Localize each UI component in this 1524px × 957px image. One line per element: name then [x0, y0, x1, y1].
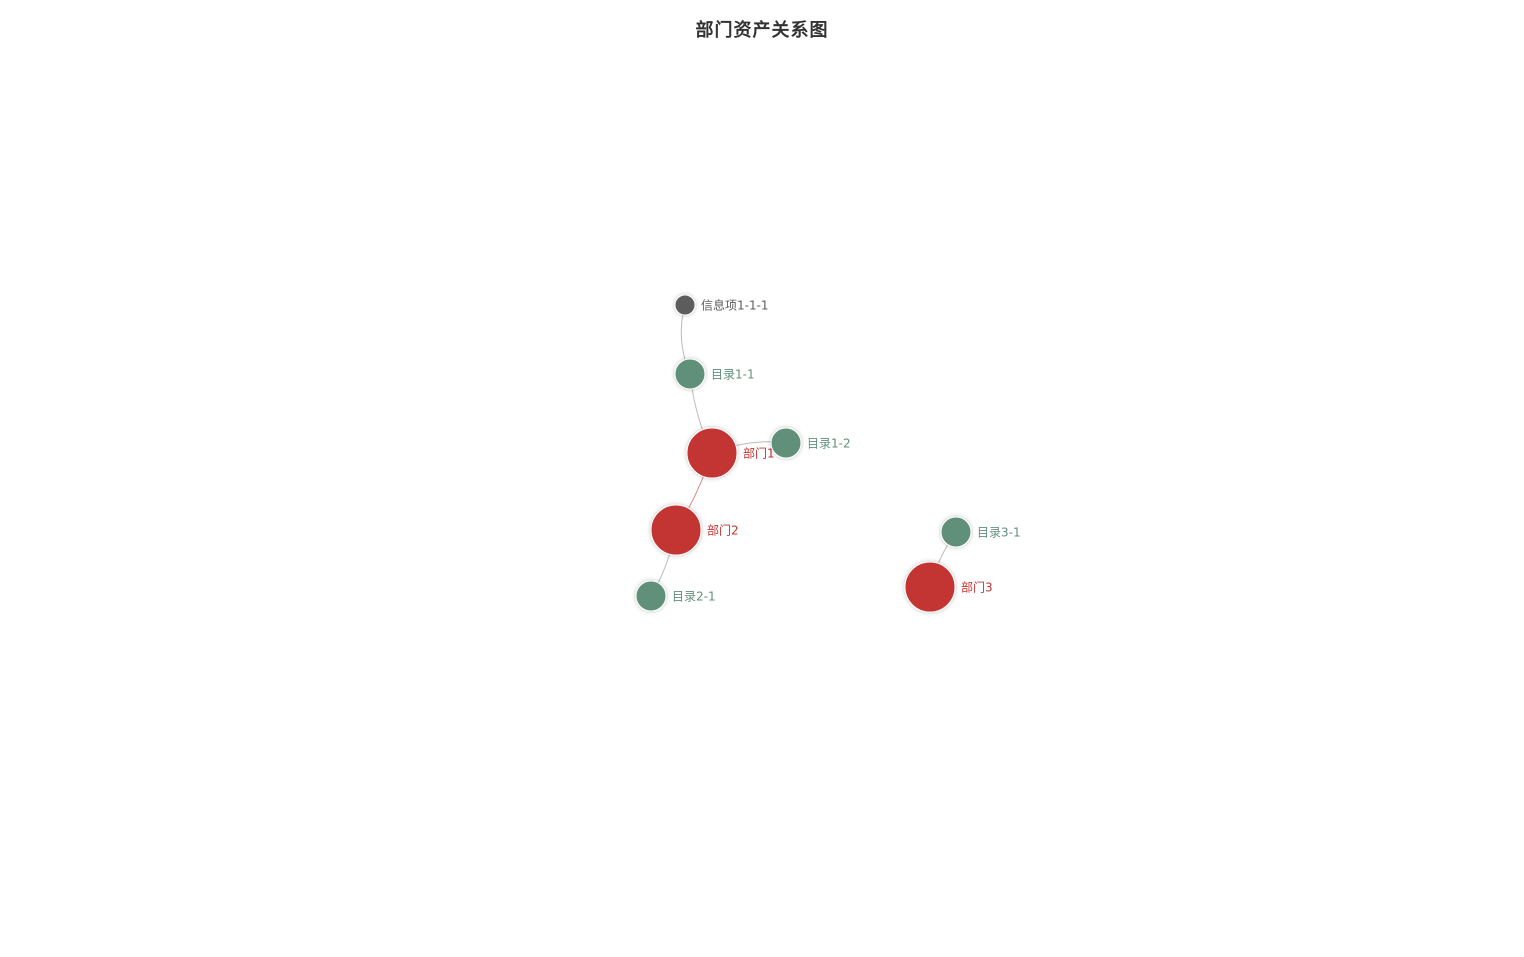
node-label-cat-3-1: 目录3-1	[977, 526, 1021, 540]
node-label-dept-3: 部门3	[961, 580, 993, 595]
node-circle-dept-1[interactable]	[686, 427, 738, 479]
chart-title: 部门资产关系图	[695, 20, 829, 41]
node-label-info-1-1-1: 信息项1-1-1	[701, 298, 769, 313]
node-label-cat-1-2: 目录1-2	[807, 437, 851, 451]
node-circle-dept-2[interactable]	[650, 504, 702, 556]
node-dept-2[interactable]: 部门2	[650, 504, 739, 556]
node-cat-3-1[interactable]: 目录3-1	[940, 516, 1021, 548]
node-circle-cat-1-2[interactable]	[770, 427, 802, 459]
node-label-dept-1: 部门1	[743, 446, 775, 461]
node-label-cat-2-1: 目录2-1	[672, 590, 716, 604]
nodes-layer: 信息项1-1-1 目录1-1 部门1 目录1-2 部门2 目录2-1 目录3-1 部门3	[635, 294, 1021, 613]
node-circle-dept-3[interactable]	[904, 561, 956, 613]
node-dept-1[interactable]: 部门1	[686, 427, 775, 479]
node-circle-cat-1-1[interactable]	[674, 358, 706, 390]
node-circle-info-1-1-1[interactable]	[674, 294, 696, 316]
node-label-dept-2: 部门2	[707, 523, 739, 538]
node-circle-cat-3-1[interactable]	[940, 516, 972, 548]
node-circle-cat-2-1[interactable]	[635, 580, 667, 612]
node-info-1-1-1[interactable]: 信息项1-1-1	[674, 294, 769, 316]
node-cat-2-1[interactable]: 目录2-1	[635, 580, 716, 612]
node-cat-1-1[interactable]: 目录1-1	[674, 358, 755, 390]
node-label-cat-1-1: 目录1-1	[711, 368, 755, 382]
node-dept-3[interactable]: 部门3	[904, 561, 993, 613]
node-cat-1-2[interactable]: 目录1-2	[770, 427, 851, 459]
